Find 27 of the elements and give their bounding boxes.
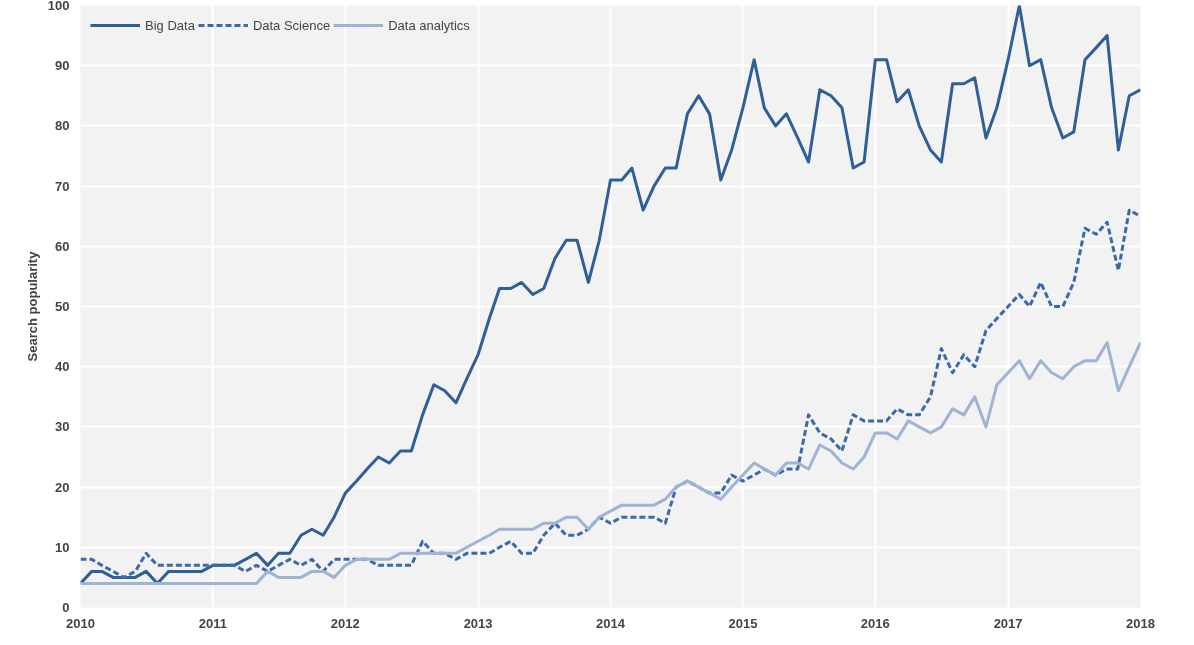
y-tick-label: 70 bbox=[55, 178, 70, 194]
y-tick-label: 90 bbox=[55, 58, 70, 74]
y-tick-label: 50 bbox=[55, 299, 70, 314]
legend-label: Data Science bbox=[252, 17, 331, 33]
line-series bbox=[80, 208, 1141, 579]
line-series bbox=[80, 5, 1141, 585]
x-tick-label: 2015 bbox=[728, 615, 758, 631]
y-tick-label: 20 bbox=[55, 479, 70, 495]
legend-label: Big Data bbox=[145, 17, 195, 33]
x-tick-label: 2016 bbox=[860, 615, 890, 631]
x-tick-label: 2014 bbox=[596, 615, 626, 631]
y-tick-label: 60 bbox=[55, 238, 70, 254]
y-axis-title: Search popularity bbox=[24, 250, 40, 362]
y-tick-label: 100 bbox=[47, 0, 70, 13]
legend-label: Data analytics bbox=[388, 17, 470, 33]
line-series bbox=[80, 341, 1141, 585]
y-tick-label: 0 bbox=[62, 600, 70, 615]
x-tick-label: 2012 bbox=[330, 615, 360, 631]
y-tick-label: 80 bbox=[55, 118, 70, 134]
x-tick-label: 2010 bbox=[66, 615, 95, 631]
y-tick-label: 40 bbox=[55, 359, 70, 375]
x-tick-label: 2017 bbox=[993, 615, 1023, 631]
y-tick-label: 10 bbox=[55, 539, 70, 555]
x-tick-label: 2011 bbox=[198, 615, 228, 631]
x-tick-label: 2013 bbox=[463, 615, 493, 631]
x-tick-label: 2018 bbox=[1126, 615, 1155, 631]
y-tick-label: 30 bbox=[55, 419, 70, 435]
